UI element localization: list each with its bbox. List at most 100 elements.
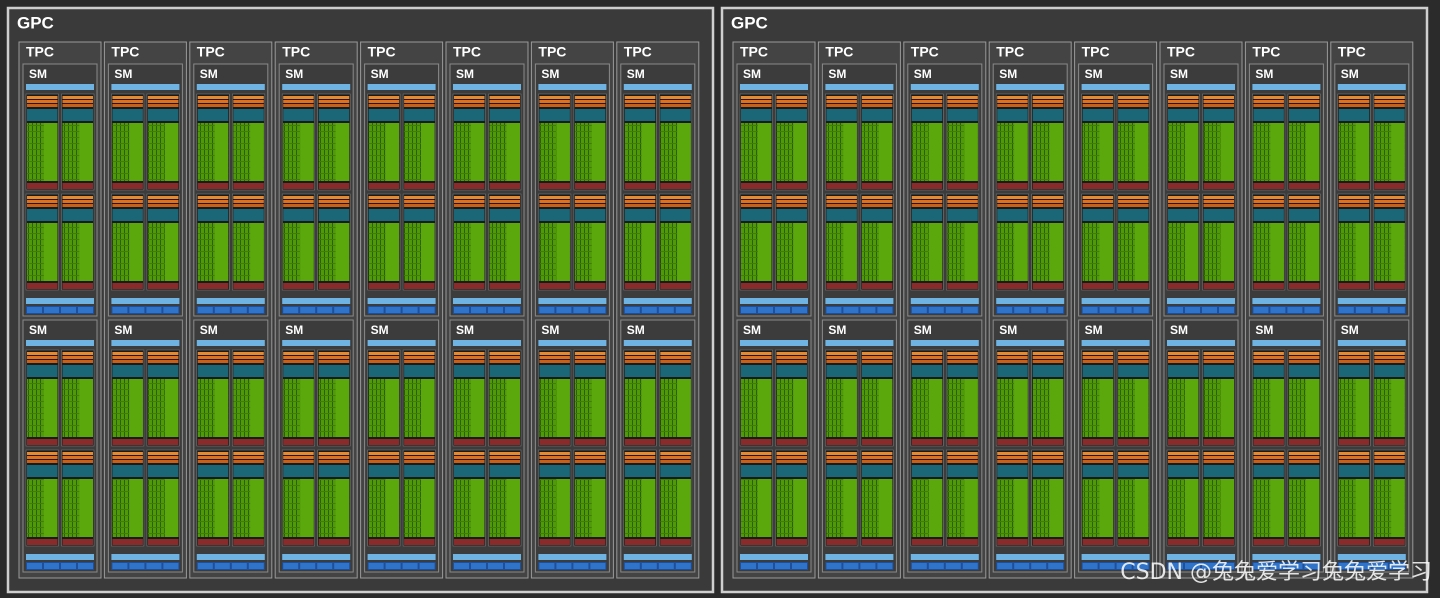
tpc-label: TPC — [538, 44, 566, 60]
blue-cell — [1082, 307, 1098, 313]
orange-strip — [454, 352, 485, 355]
teal-band — [1118, 209, 1149, 221]
green-tensor — [757, 123, 772, 181]
teal-band — [624, 465, 656, 477]
blue-cell — [214, 307, 230, 313]
orange-strip — [489, 100, 520, 103]
blue-cell — [1099, 307, 1115, 313]
orange-strip — [1288, 200, 1320, 203]
teal-band — [489, 365, 520, 377]
teal-band — [997, 365, 1028, 377]
teal-band — [233, 109, 264, 121]
orange-strip — [1288, 100, 1320, 103]
bottom-blue — [1081, 562, 1150, 570]
orange-strip — [62, 100, 93, 103]
orange-strip — [489, 104, 520, 107]
orange-strip — [947, 452, 978, 455]
tpc-label: TPC — [1252, 44, 1280, 60]
blue-cell — [573, 563, 589, 569]
blue-cell — [1219, 307, 1234, 313]
orange-strip — [368, 352, 400, 355]
blue-cell — [1133, 307, 1149, 313]
teal-band — [1338, 109, 1370, 121]
bottom-blue — [996, 306, 1065, 314]
teal-band — [233, 465, 264, 477]
bottom-bar — [825, 554, 894, 560]
orange-strip — [947, 200, 978, 203]
top-bar — [910, 84, 979, 90]
orange-strip — [574, 96, 606, 99]
orange-strip — [1374, 460, 1405, 463]
teal-band — [27, 209, 58, 221]
teal-band — [368, 365, 400, 377]
sm-label: SM — [1085, 67, 1103, 81]
orange-strip — [318, 100, 350, 103]
blue-cell — [539, 563, 555, 569]
teal-band — [826, 465, 857, 477]
orange-strip — [1288, 352, 1320, 355]
teal-band — [574, 465, 606, 477]
green-tensor — [793, 379, 807, 437]
green-tensor — [793, 223, 807, 281]
bottom-blue — [740, 306, 808, 314]
bottom-bar — [740, 298, 808, 304]
blue-cell — [792, 563, 807, 569]
red-strip — [197, 439, 229, 445]
red-strip — [489, 283, 520, 289]
green-tensor — [385, 123, 400, 181]
gpc-label: GPC — [731, 13, 768, 32]
blue-cell — [911, 563, 927, 569]
orange-strip — [1032, 456, 1064, 459]
tpc-label: TPC — [624, 44, 652, 60]
orange-strip — [112, 96, 143, 99]
orange-strip — [997, 100, 1028, 103]
red-strip — [624, 183, 656, 189]
blue-cell — [624, 563, 640, 569]
red-strip — [147, 183, 179, 189]
green-tensor — [1049, 479, 1064, 537]
orange-strip — [1338, 452, 1370, 455]
red-strip — [1118, 183, 1149, 189]
orange-strip — [283, 196, 314, 199]
orange-strip — [539, 100, 570, 103]
red-strip — [112, 283, 143, 289]
blue-cell — [334, 307, 350, 313]
orange-strip — [624, 96, 656, 99]
top-bar — [1081, 84, 1150, 90]
bottom-bar — [26, 298, 94, 304]
red-strip — [539, 183, 570, 189]
orange-strip — [1032, 360, 1064, 363]
orange-strip — [1082, 196, 1114, 199]
blue-cell — [129, 563, 145, 569]
bottom-bar — [367, 298, 436, 304]
teal-band — [1338, 209, 1370, 221]
teal-band — [147, 365, 179, 377]
red-strip — [1374, 539, 1405, 545]
red-strip — [660, 539, 691, 545]
orange-strip — [147, 360, 179, 363]
red-strip — [147, 439, 179, 445]
teal-band — [283, 109, 314, 121]
orange-strip — [539, 196, 570, 199]
orange-strip — [660, 452, 691, 455]
orange-strip — [1032, 204, 1064, 207]
orange-strip — [489, 196, 520, 199]
red-strip — [62, 439, 93, 445]
bottom-blue — [1167, 306, 1235, 314]
orange-strip — [1253, 96, 1284, 99]
green-tensor — [420, 479, 435, 537]
red-strip — [574, 283, 606, 289]
red-strip — [947, 439, 978, 445]
bottom-blue — [26, 562, 94, 570]
green-tensor — [335, 379, 350, 437]
sm-label: SM — [743, 323, 761, 337]
teal-band — [1203, 365, 1234, 377]
green-tensor — [556, 379, 570, 437]
top-bar — [111, 84, 180, 90]
blue-cell — [741, 307, 756, 313]
tpc-label: TPC — [1338, 44, 1366, 60]
orange-strip — [404, 200, 435, 203]
teal-band — [1253, 365, 1284, 377]
tpc-label: TPC — [368, 44, 396, 60]
teal-band — [1374, 109, 1405, 121]
